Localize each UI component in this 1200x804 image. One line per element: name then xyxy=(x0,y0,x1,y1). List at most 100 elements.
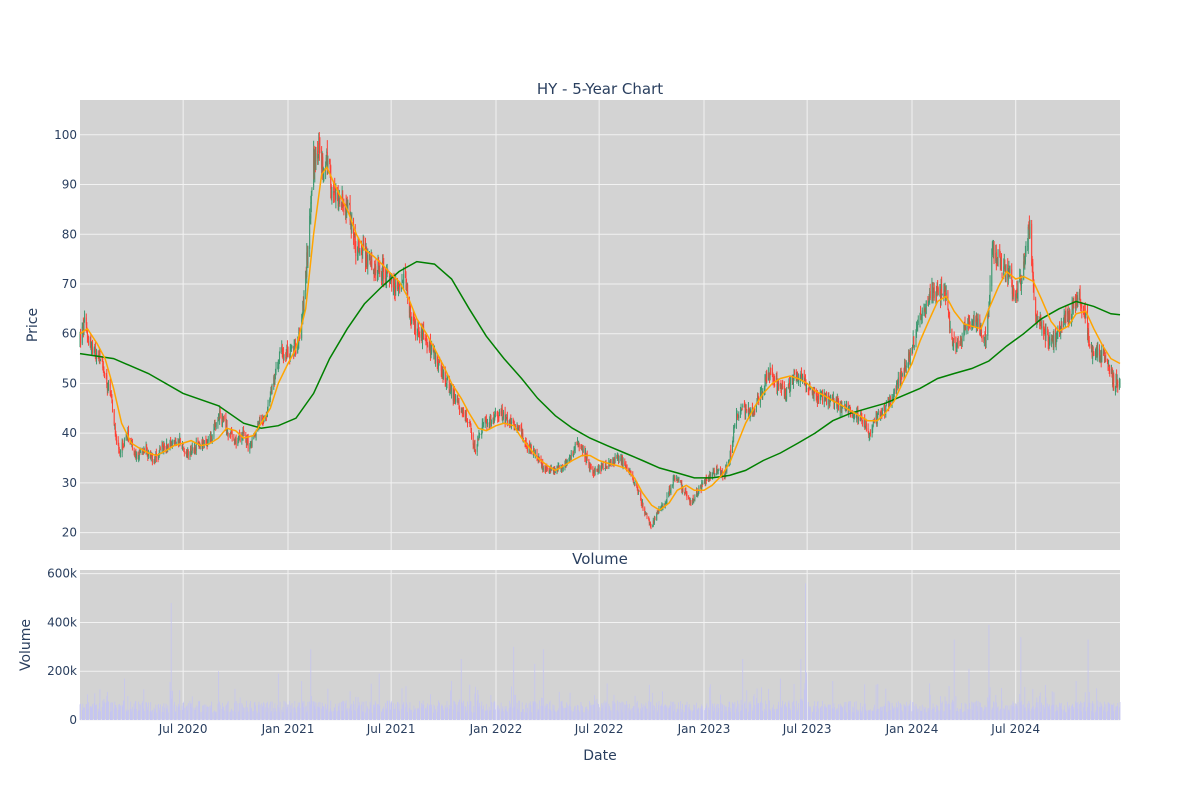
candle-body xyxy=(1093,352,1095,356)
volume-bar xyxy=(309,704,311,720)
volume-bar xyxy=(618,702,620,720)
candle-body xyxy=(522,441,524,443)
volume-bar xyxy=(905,701,907,720)
volume-bar xyxy=(142,708,144,720)
volume-bar xyxy=(885,711,887,720)
candle-body xyxy=(876,414,878,425)
candle-body xyxy=(600,465,602,471)
candle-body xyxy=(1063,315,1065,324)
volume-bar xyxy=(251,707,252,720)
volume-bar xyxy=(474,693,476,720)
volume-bar xyxy=(977,711,978,720)
volume-bar xyxy=(101,706,103,720)
volume-bar xyxy=(395,704,397,720)
candle-body xyxy=(1080,307,1082,308)
volume-bar xyxy=(1092,701,1094,720)
volume-bar xyxy=(307,701,309,720)
volume-bar xyxy=(870,709,871,720)
volume-bar xyxy=(500,702,502,720)
candle-body xyxy=(661,504,663,509)
candle-body xyxy=(1028,225,1030,226)
volume-bar xyxy=(985,707,986,720)
volume-bar xyxy=(255,705,256,720)
candle-body xyxy=(432,347,434,351)
volume-bar xyxy=(198,701,199,720)
candle-body xyxy=(797,381,799,382)
volume-bar xyxy=(323,706,325,720)
volume-bar xyxy=(554,710,556,720)
volume-bar xyxy=(885,688,887,720)
volume-bar xyxy=(335,710,337,720)
volume-bar xyxy=(871,710,873,720)
volume-bar xyxy=(199,700,201,720)
volume-bar xyxy=(537,712,538,720)
candle-body xyxy=(444,371,446,382)
volume-bar xyxy=(668,705,670,720)
volume-bar xyxy=(977,701,979,720)
volume-plot-area xyxy=(80,570,1120,720)
candle-body xyxy=(430,349,432,358)
volume-bar xyxy=(565,707,566,720)
candle-body xyxy=(131,441,133,449)
volume-bar xyxy=(1068,709,1070,720)
volume-bar xyxy=(1069,708,1071,720)
volume-bar xyxy=(704,707,706,720)
volume-bar xyxy=(569,692,571,720)
volume-bar xyxy=(851,711,853,720)
volume-bar xyxy=(434,710,436,720)
candle-body xyxy=(857,417,859,420)
candle-body xyxy=(1025,248,1027,253)
volume-bar xyxy=(793,700,794,720)
volume-bar xyxy=(899,703,901,720)
volume-bar xyxy=(138,701,140,720)
candle-body xyxy=(205,438,207,443)
candle-body xyxy=(645,513,647,515)
candle-body xyxy=(785,398,787,399)
candle-body xyxy=(138,458,140,461)
volume-bar xyxy=(628,703,630,720)
volume-bar xyxy=(681,703,683,720)
volume-bar xyxy=(823,706,825,720)
candle-body xyxy=(231,430,233,433)
volume-bar xyxy=(916,708,918,720)
candle-body xyxy=(578,441,580,447)
candle-body xyxy=(953,338,955,340)
volume-bar xyxy=(467,701,468,720)
volume-bar xyxy=(696,702,697,720)
volume-bar xyxy=(1085,711,1087,720)
volume-bar xyxy=(653,710,655,720)
volume-bar xyxy=(980,707,982,720)
volume-bar xyxy=(121,704,123,720)
candle-body xyxy=(211,438,213,443)
volume-bar xyxy=(452,709,454,720)
volume-bar xyxy=(713,703,715,720)
date-x-tick-labels: Jul 2020 Jan 2021 Jul 2021 Jan 2022 Jul 2022… xyxy=(158,722,1040,736)
candle-body xyxy=(100,359,101,361)
candle-body xyxy=(1109,368,1111,374)
volume-bar xyxy=(1057,706,1059,720)
candle-body xyxy=(371,259,373,270)
candle-body xyxy=(133,450,135,452)
candle-body xyxy=(568,458,570,460)
candle-body xyxy=(334,195,336,197)
candle-body xyxy=(1081,309,1083,312)
volume-bar xyxy=(461,701,463,720)
volume-bar xyxy=(1088,702,1090,720)
candle-body xyxy=(850,407,851,417)
candle-body xyxy=(106,374,108,385)
candle-body xyxy=(692,498,694,505)
volume-gridlines xyxy=(80,570,1120,721)
volume-bar xyxy=(838,704,839,720)
candle-body xyxy=(741,408,743,410)
volume-bar xyxy=(257,712,259,720)
volume-bar xyxy=(526,712,528,720)
volume-bar xyxy=(81,710,83,720)
volume-bar xyxy=(646,708,648,720)
volume-bar xyxy=(342,702,344,720)
candle-body xyxy=(102,367,104,372)
volume-bar xyxy=(589,703,591,720)
candle-body xyxy=(310,202,312,219)
candle-body xyxy=(770,368,772,370)
candle-body xyxy=(908,353,910,366)
volume-bar xyxy=(410,712,412,720)
